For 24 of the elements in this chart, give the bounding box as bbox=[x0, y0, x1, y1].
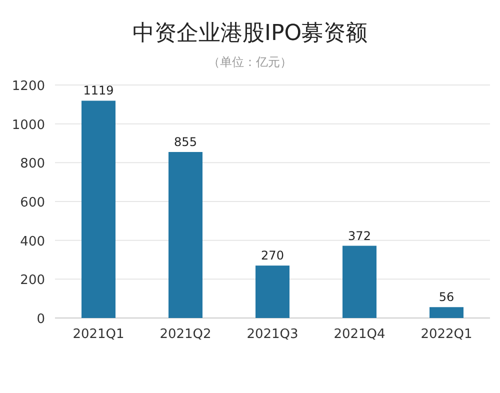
y-tick-label: 800 bbox=[20, 156, 45, 172]
data-label: 1119 bbox=[83, 84, 114, 98]
x-tick-label: 2021Q2 bbox=[160, 327, 212, 342]
x-tick-label: 2021Q3 bbox=[246, 327, 298, 342]
y-tick-label: 600 bbox=[20, 196, 45, 210]
data-label: 372 bbox=[348, 228, 371, 243]
bar bbox=[82, 100, 116, 318]
y-tick-label: 1200 bbox=[12, 79, 45, 94]
bar bbox=[342, 246, 376, 318]
data-label: 56 bbox=[438, 290, 454, 304]
bar bbox=[256, 266, 290, 318]
y-tick-label: 200 bbox=[20, 273, 45, 288]
chart-title: 中资企业港股IPO募资额 bbox=[132, 21, 368, 46]
y-tick-label: 400 bbox=[20, 234, 45, 250]
x-tick-label: 2022Q1 bbox=[420, 327, 472, 342]
chart-subtitle: （单位：亿元） bbox=[208, 55, 292, 69]
data-label: 270 bbox=[261, 248, 284, 263]
x-tick-label: 2021Q1 bbox=[72, 327, 124, 342]
y-tick-label: 0 bbox=[36, 312, 45, 327]
x-tick-label: 2021Q4 bbox=[334, 327, 386, 342]
y-tick-label: 1000 bbox=[12, 118, 45, 133]
bar bbox=[168, 152, 202, 318]
bar bbox=[430, 307, 464, 318]
data-label: 855 bbox=[174, 134, 197, 149]
